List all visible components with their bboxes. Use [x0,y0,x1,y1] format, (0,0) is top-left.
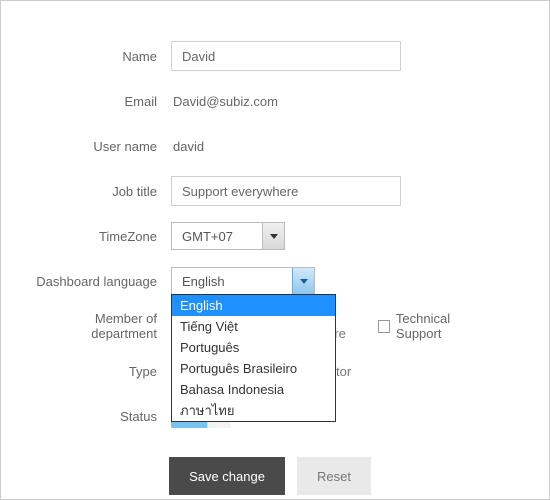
row-language: Dashboard language English English Tiếng… [31,266,509,296]
language-option[interactable]: English [172,295,335,316]
language-dropdown: English Tiếng Việt Português Português B… [171,294,336,422]
language-option[interactable]: ภาษาไทย [172,400,335,421]
label-type: Type [31,364,171,379]
chevron-down-icon [262,223,284,249]
label-email: Email [31,94,171,109]
label-timezone: TimeZone [31,229,171,244]
label-department: Member of department [31,311,171,341]
button-bar: Save change Reset [31,457,509,495]
timezone-select[interactable]: GMT+07 [171,222,285,250]
row-timezone: TimeZone GMT+07 [31,221,509,251]
row-name: Name [31,41,509,71]
label-username: User name [31,139,171,154]
label-name: Name [31,49,171,64]
language-option[interactable]: Tiếng Việt [172,316,335,337]
department-option-technical[interactable]: Technical Support [378,311,487,341]
language-select[interactable]: English [171,267,315,295]
type-value-partial: tor [336,364,351,379]
label-language: Dashboard language [31,274,171,289]
jobtitle-input[interactable] [171,176,401,206]
checkbox-icon [378,320,390,333]
name-input[interactable] [171,41,401,71]
language-option[interactable]: Português Brasileiro [172,358,335,379]
email-value: David@subiz.com [171,94,509,109]
language-option[interactable]: Bahasa Indonesia [172,379,335,400]
save-button[interactable]: Save change [169,457,285,495]
language-value: English [172,268,292,294]
row-username: User name david [31,131,509,161]
label-status: Status [31,409,171,424]
chevron-down-icon [292,268,314,294]
username-value: david [171,139,509,154]
label-jobtitle: Job title [31,184,171,199]
reset-button[interactable]: Reset [297,457,371,495]
settings-form: Name Email David@subiz.com User name dav… [0,0,550,500]
timezone-value: GMT+07 [172,223,262,249]
language-option[interactable]: Português [172,337,335,358]
row-email: Email David@subiz.com [31,86,509,116]
row-jobtitle: Job title [31,176,509,206]
